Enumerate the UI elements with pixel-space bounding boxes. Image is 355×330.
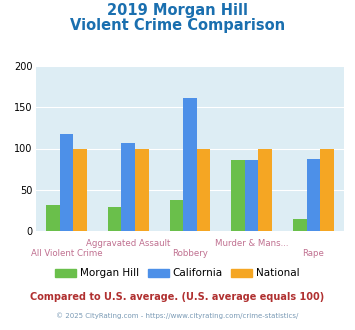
Bar (121, 143, 135, 231)
Bar (135, 148, 148, 231)
Text: © 2025 CityRating.com - https://www.cityrating.com/crime-statistics/: © 2025 CityRating.com - https://www.city… (56, 312, 299, 318)
Bar (46, 205, 60, 231)
Text: Rape: Rape (302, 249, 324, 258)
Bar (108, 207, 121, 231)
Bar (231, 160, 245, 231)
Bar (170, 200, 183, 231)
Bar (183, 98, 197, 231)
Text: All Violent Crime: All Violent Crime (31, 249, 102, 258)
Text: Aggravated Assault: Aggravated Assault (86, 239, 170, 248)
Text: Compared to U.S. average. (U.S. average equals 100): Compared to U.S. average. (U.S. average … (31, 292, 324, 302)
Bar (60, 134, 73, 231)
Bar (197, 148, 210, 231)
Text: Violent Crime Comparison: Violent Crime Comparison (70, 18, 285, 33)
Bar (258, 148, 272, 231)
Bar (73, 148, 87, 231)
Bar (245, 160, 258, 231)
Text: 2019 Morgan Hill: 2019 Morgan Hill (107, 3, 248, 18)
Text: Murder & Mans...: Murder & Mans... (215, 239, 289, 248)
Text: Robbery: Robbery (172, 249, 208, 258)
Bar (293, 218, 307, 231)
Bar (307, 159, 320, 231)
Legend: Morgan Hill, California, National: Morgan Hill, California, National (51, 264, 304, 282)
Bar (320, 148, 334, 231)
